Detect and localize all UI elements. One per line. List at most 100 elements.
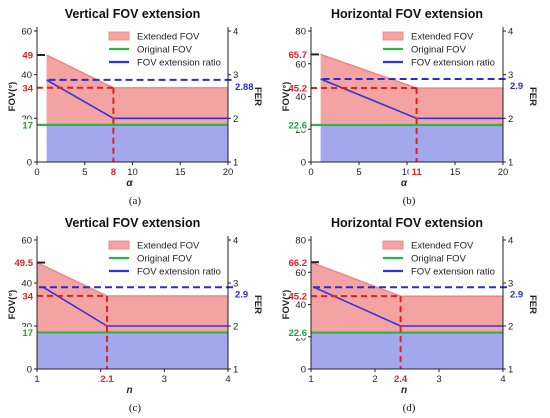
note-backdrop [234,80,257,92]
panel-title: Horizontal FOV extension [331,7,483,21]
value-note: 22.6 [289,120,308,131]
y-tick-label: 20 [21,114,32,125]
legend-label: Extended FOV [411,241,474,252]
y2-tick-label: 4 [233,27,238,38]
panel-c: 02040601234123449.534172.12.9FOV(°)FERnV… [7,216,263,414]
value-note: 2.9 [235,289,248,300]
note-backdrop [285,82,308,94]
x-tick-label: 3 [162,374,167,385]
note-backdrop [285,327,308,339]
y2-tick-label: 3 [508,279,513,290]
legend-label: Original FOV [137,45,193,56]
value-note: 49 [22,51,33,62]
note-backdrop [11,119,34,131]
x-tick-label: 10 [127,167,138,178]
x-tick-label: 1 [34,374,39,385]
x-tick-label: 10 [402,167,413,178]
panel-d: 0204060801234123466.245.222.62.42.9FOV(°… [281,216,538,414]
value-note: 2.9 [510,289,523,300]
note-backdrop [408,166,425,177]
y2-tick-label: 4 [233,236,238,247]
x-tick-label: 5 [356,167,361,178]
note-backdrop [11,49,34,61]
value-note: 65.7 [289,50,308,61]
x-axis-label: α [401,178,408,189]
x-axis-label: n [401,385,407,396]
note-backdrop [234,288,257,300]
y2-tick-label: 4 [508,236,513,247]
note-backdrop [105,166,122,177]
panel-caption: (a) [129,195,142,207]
y2-axis-label: FER [527,87,538,106]
note-backdrop [285,119,308,131]
y2-tick-label: 1 [233,365,238,376]
y2-tick-label: 1 [508,158,513,169]
y-axis-label: FOV(°) [7,82,18,112]
x-axis-label: α [126,178,133,189]
value-note: 2.88 [235,82,254,93]
value-note: 17 [22,120,33,131]
note-backdrop [11,290,34,302]
note-backdrop [99,373,116,384]
x-tick-label: 0 [308,167,313,178]
value-note: 11 [412,167,423,178]
y-tick-label: 40 [21,70,32,81]
extended-fov-area [320,54,503,125]
legend-label: Original FOV [411,254,467,265]
y-tick-label: 40 [295,92,306,103]
extended-fov-area [46,55,228,125]
panel-title: Vertical FOV extension [65,216,200,230]
original-fov-area [46,124,228,162]
y2-tick-label: 4 [508,27,513,38]
y-tick-label: 80 [295,27,306,38]
y2-tick-label: 3 [233,279,238,290]
x-tick-label: 15 [450,167,461,178]
note-backdrop [285,48,308,60]
y-tick-label: 60 [21,236,32,247]
legend-swatch-extended [382,240,404,250]
legend-label: FOV extension ratio [137,58,221,69]
y2-axis-label: FER [527,295,538,314]
legend-swatch-extended [382,31,404,41]
panel-caption: (d) [403,402,416,414]
value-note: 34 [22,291,33,302]
extended-fov-area [37,262,228,333]
note-backdrop [11,326,34,338]
y2-tick-label: 1 [508,365,513,376]
y-tick-label: 0 [301,365,306,376]
x-tick-label: 3 [436,374,441,385]
x-tick-label: 15 [175,167,186,178]
value-note: 34 [22,83,33,94]
y2-tick-label: 1 [233,158,238,169]
value-note: 17 [22,328,33,339]
x-tick-label: 0 [34,167,39,178]
legend-label: Extended FOV [137,32,200,43]
value-note: 8 [111,167,116,178]
legend-label: Extended FOV [137,241,200,252]
note-backdrop [285,290,308,302]
value-note: 22.6 [289,328,308,339]
original-fov-area [37,332,228,369]
extended-fov-area [311,262,503,333]
value-note: 45.2 [289,292,308,303]
x-axis-label: n [126,385,132,396]
original-fov-area [311,332,503,369]
panel-title: Horizontal FOV extension [331,216,483,230]
y-axis-label: FOV(°) [7,290,18,320]
panel-title: Vertical FOV extension [65,7,200,21]
x-tick-label: 20 [223,167,234,178]
panel-caption: (b) [403,195,416,207]
legend-swatch-extended [108,240,130,250]
y-tick-label: 60 [295,268,306,279]
y2-tick-label: 3 [508,70,513,81]
original-fov-area [320,124,503,162]
y-axis-label: FOV(°) [281,290,292,320]
x-tick-label: 2 [372,374,377,385]
y-axis-label: FOV(°) [281,82,292,112]
y-tick-label: 40 [21,279,32,290]
fer-line [313,286,503,327]
y2-tick-label: 2 [233,114,238,125]
y-tick-label: 60 [21,27,32,38]
